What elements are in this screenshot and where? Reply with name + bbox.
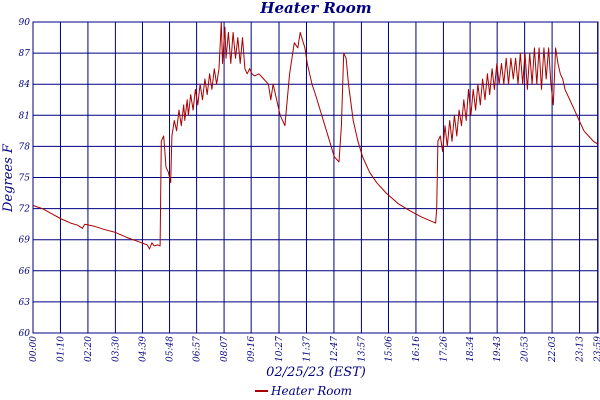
y-tick-label: 78 <box>19 142 31 152</box>
x-tick-label: 09:16 <box>247 336 257 362</box>
y-tick-label: 72 <box>19 205 31 215</box>
plot-frame <box>32 21 599 334</box>
y-axis-label: Degrees F <box>1 143 16 213</box>
x-tick-label: 19:43 <box>493 336 503 362</box>
x-tick-label: 11:37 <box>302 336 312 362</box>
x-tick-label: 10:27 <box>275 336 285 362</box>
y-tick-label: 69 <box>19 236 31 246</box>
y-tick-label: 81 <box>19 111 30 121</box>
x-tick-label: 23:13 <box>576 336 586 363</box>
series-line-0 <box>32 21 599 250</box>
x-tick-label: 02:20 <box>84 336 94 362</box>
y-tick-label: 87 <box>19 49 31 59</box>
x-tick-label: 04:39 <box>138 336 148 362</box>
y-tick-labels: 60 63 66 69 72 75 78 81 84 87 90 <box>19 18 31 339</box>
x-tick-label: 23:59 <box>594 336 600 363</box>
x-axis-label: 02/25/23 (EST) <box>266 365 366 380</box>
chart-title: Heater Room <box>259 0 371 17</box>
x-tick-label: 06:57 <box>193 336 203 362</box>
x-tick-label: 18:34 <box>466 336 476 362</box>
x-tick-label: 20:53 <box>521 336 531 363</box>
x-tick-label: 15:06 <box>384 336 394 362</box>
x-tick-label: 08:07 <box>220 336 230 362</box>
y-tick-label: 75 <box>19 174 31 184</box>
x-tick-label: 13:57 <box>357 336 367 362</box>
x-tick-label: 16:16 <box>412 336 422 362</box>
x-tick-label: 12:47 <box>330 336 340 362</box>
y-tick-label: 63 <box>19 298 31 308</box>
y-tick-label: 66 <box>19 267 31 277</box>
x-tick-label: 05:48 <box>166 336 176 362</box>
x-tick-labels: 00:00 01:10 02:20 03:30 04:39 05:48 06:57 08:07… <box>29 336 600 363</box>
y-tick-label: 84 <box>19 80 31 90</box>
x-tick-label: 00:00 <box>29 336 39 362</box>
y-tick-label: 60 <box>19 329 31 339</box>
series-layer <box>32 21 599 250</box>
x-tick-label: 17:26 <box>439 336 449 362</box>
x-tick-label: 01:10 <box>56 336 66 362</box>
y-tick-label: 90 <box>19 18 31 28</box>
x-tick-label: 22:03 <box>548 336 558 363</box>
legend: Heater Room <box>255 384 352 398</box>
legend-label: Heater Room <box>270 384 352 398</box>
x-tick-label: 03:30 <box>111 336 121 362</box>
